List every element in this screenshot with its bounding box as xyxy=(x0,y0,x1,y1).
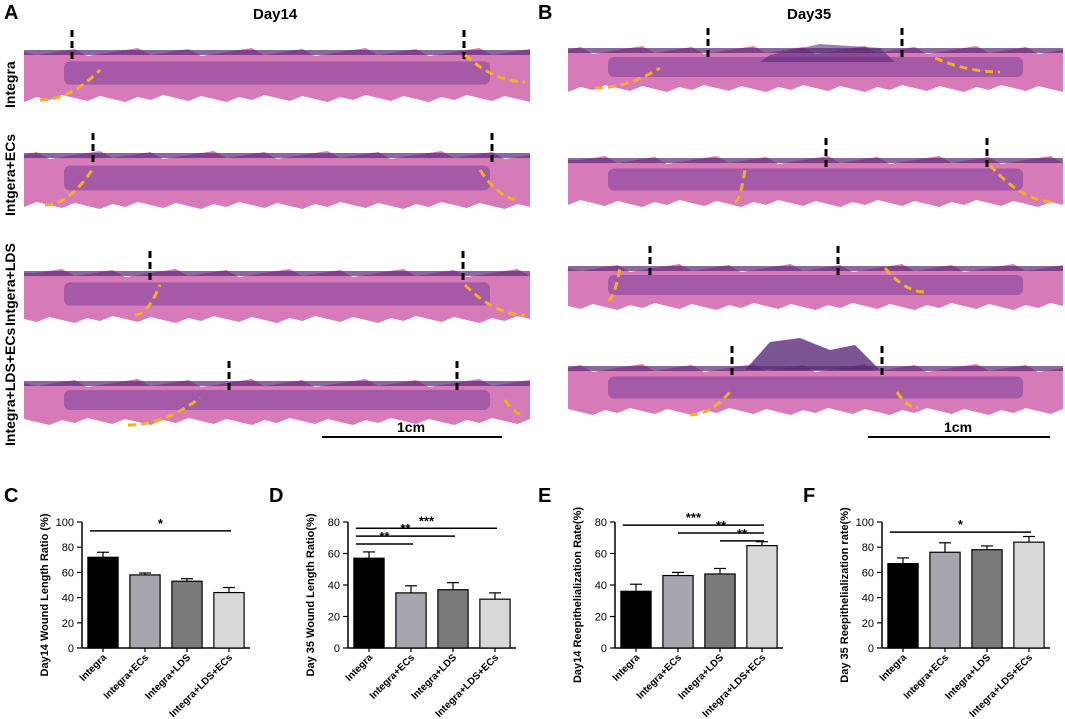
y-tick-label: 100 xyxy=(856,517,874,529)
y-tick-label: 60 xyxy=(862,567,874,579)
epithelium-edge-line xyxy=(895,391,919,410)
panel-letter-f: F xyxy=(803,485,816,507)
y-tick-label: 40 xyxy=(595,580,607,592)
tissue-scab xyxy=(745,338,880,370)
y-tick-label: 20 xyxy=(328,612,340,624)
significance-label: * xyxy=(958,517,964,532)
tissue-section xyxy=(568,246,1063,310)
panel-letter-b: B xyxy=(538,2,553,24)
y-tick-label: 0 xyxy=(68,643,74,655)
y-axis-label: Day14 Reepithelialization Rate(%) xyxy=(572,507,584,683)
y-tick-label: 0 xyxy=(601,643,607,655)
y-axis-label: Day 35 Reepithelialization rate(%) xyxy=(839,507,851,683)
bar xyxy=(171,580,203,649)
bar xyxy=(746,545,778,649)
epithelium-edge-line xyxy=(689,391,732,417)
epithelium-edge-line xyxy=(734,169,747,204)
chart-f: 0 20 40 60 80 100 Day 35 Reepithelialization r… xyxy=(839,507,1050,719)
y-tick-label: 80 xyxy=(328,517,340,529)
epithelium-edge-line xyxy=(594,66,661,90)
scale-bar-b xyxy=(868,436,1050,438)
bar xyxy=(662,574,694,649)
y-tick-label: 80 xyxy=(62,542,74,554)
epithelium-edge-line xyxy=(883,267,926,294)
panel-b-title: Day35 xyxy=(787,6,832,23)
bar xyxy=(87,556,119,649)
bar xyxy=(353,557,385,649)
tissue-section xyxy=(24,251,530,323)
scale-label-b: 1cm xyxy=(944,419,973,435)
epithelium-edge-line xyxy=(39,68,102,102)
bar xyxy=(1013,541,1045,649)
bar xyxy=(479,598,511,649)
significance-label: ** xyxy=(737,526,748,541)
y-tick-label: 60 xyxy=(62,567,74,579)
significance-label: *** xyxy=(686,510,702,525)
y-axis-label: Day 35 Wound Length Ratio(%) xyxy=(305,513,317,676)
y-tick-label: 60 xyxy=(328,549,340,561)
y-tick-label: 40 xyxy=(62,593,74,605)
panel-a-title: Day14 xyxy=(253,6,298,23)
y-tick-label: 20 xyxy=(595,612,607,624)
y-tick-label: 40 xyxy=(328,580,340,592)
epithelium-edge-line xyxy=(988,164,1056,204)
epithelium-edge-line xyxy=(134,284,162,317)
epithelium-edge-line xyxy=(503,399,526,417)
bar xyxy=(395,592,427,649)
chart-e: 0 20 40 60 80 Day14 Reepithelialization Rate(… xyxy=(572,507,783,719)
y-axis-label: Day14 Wound Length Ratio (%) xyxy=(39,513,51,676)
y-tick-label: 60 xyxy=(595,549,607,561)
tissue-section xyxy=(568,138,1063,207)
tissue-section xyxy=(24,361,530,427)
chart-d: 0 20 40 60 80 Day 35 Wound Length Ratio(%) Int… xyxy=(305,513,516,719)
x-tick-label: Integra xyxy=(78,652,110,684)
y-tick-label: 0 xyxy=(334,643,340,655)
epithelium-edge-line xyxy=(127,396,201,427)
bar xyxy=(213,591,245,649)
epithelium-edge-line xyxy=(44,169,94,207)
panel-letter-e: E xyxy=(538,485,552,507)
scale-label-a: 1cm xyxy=(397,419,426,435)
bar xyxy=(887,562,919,649)
bar xyxy=(929,551,961,649)
y-tick-label: 20 xyxy=(62,618,74,630)
significance-label: *** xyxy=(419,513,435,528)
y-tick-label: 80 xyxy=(595,517,607,529)
significance-label: * xyxy=(158,516,164,531)
y-tick-label: 100 xyxy=(56,517,74,529)
epithelium-edge-line xyxy=(478,169,521,202)
tissue-scab xyxy=(760,44,895,62)
panel-letter-d: D xyxy=(269,485,284,507)
significance-label: ** xyxy=(716,518,727,533)
y-tick-label: 20 xyxy=(862,618,874,630)
panel-letter-a: A xyxy=(4,2,19,24)
y-tick-label: 80 xyxy=(862,542,874,554)
chart-c: 0 20 40 60 80 100 Day14 Wound Length Ratio (%)… xyxy=(39,513,250,719)
histology-images xyxy=(24,28,1063,427)
tissue-section xyxy=(24,30,530,102)
tissue-section xyxy=(24,133,530,209)
bar xyxy=(971,549,1003,649)
epithelium-edge-line xyxy=(463,283,526,317)
epithelium-edge-line xyxy=(607,267,622,302)
scale-bar-a xyxy=(322,436,502,438)
x-tick-label: Integra xyxy=(344,652,376,684)
bar xyxy=(704,573,736,649)
y-tick-label: 40 xyxy=(862,593,874,605)
x-tick-label: Integra xyxy=(878,652,910,684)
y-tick-label: 0 xyxy=(868,643,874,655)
bar xyxy=(129,574,161,649)
epithelium-edge-line xyxy=(463,53,526,84)
epithelium-edge-line xyxy=(934,56,1001,74)
x-tick-label: Integra xyxy=(611,652,643,684)
panel-letter-c: C xyxy=(4,485,19,507)
bar xyxy=(620,590,652,649)
bar xyxy=(437,589,469,649)
